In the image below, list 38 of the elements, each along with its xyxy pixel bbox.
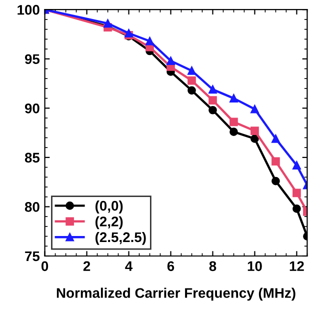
point	[188, 66, 196, 75]
legend-label: (0,0)	[95, 200, 123, 214]
point	[292, 161, 301, 170]
point	[146, 36, 154, 46]
x-axis-title: Normalized Carrier Frequency (MHz)	[56, 288, 296, 301]
x-tick-label: 4	[125, 261, 133, 271]
x-tick-label: 2	[83, 261, 90, 271]
x-tick-label: 10	[248, 261, 262, 272]
point	[166, 56, 175, 66]
point	[188, 86, 196, 95]
y-tick-label: 75	[25, 251, 40, 262]
point	[208, 106, 217, 114]
point	[272, 157, 280, 166]
legend-label: (2.5,2.5)	[95, 232, 146, 245]
x-tick-label: 6	[167, 261, 174, 272]
x-tick-label: 8	[209, 261, 216, 272]
legend-label: (2,2)	[95, 216, 123, 230]
point	[292, 188, 301, 198]
x-tick-label: 12	[290, 261, 304, 271]
y-tick-label: 100	[18, 4, 40, 15]
point	[272, 176, 280, 186]
y-tick-label: 95	[24, 54, 40, 64]
point	[250, 134, 259, 143]
x-tick-label: 0	[41, 261, 48, 272]
y-tick-label: 90	[24, 103, 40, 114]
y-tick-label: 85	[24, 152, 40, 163]
point	[250, 126, 259, 135]
point	[230, 118, 238, 126]
point	[230, 94, 238, 102]
point	[208, 85, 217, 94]
point	[104, 19, 112, 28]
point	[292, 204, 301, 213]
point	[188, 76, 196, 85]
point	[230, 128, 238, 136]
y-tick-label: 80	[24, 202, 40, 212]
point	[272, 134, 280, 143]
point	[250, 104, 259, 114]
point	[208, 96, 217, 104]
